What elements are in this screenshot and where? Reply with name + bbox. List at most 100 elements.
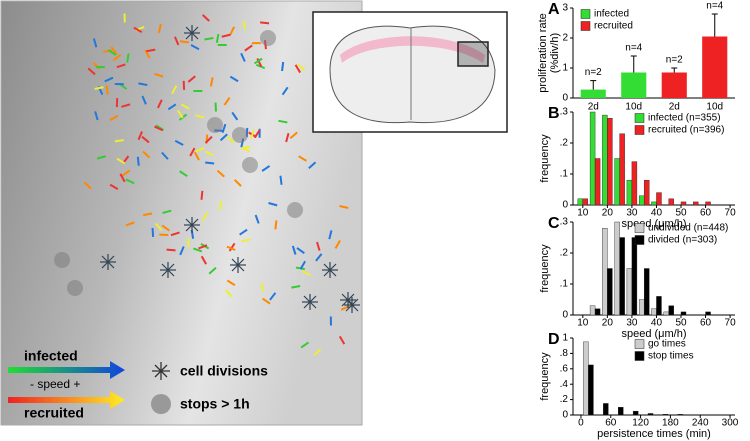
bar xyxy=(626,179,633,206)
division-mark xyxy=(345,298,359,312)
track xyxy=(114,139,124,143)
y-tick-label: .8 xyxy=(560,348,569,359)
track xyxy=(137,131,143,141)
track xyxy=(221,33,231,38)
bar xyxy=(602,114,608,206)
x-axis-label: persistence times (min) xyxy=(597,428,711,440)
track xyxy=(316,241,321,251)
track xyxy=(112,54,122,62)
track xyxy=(241,238,251,243)
track xyxy=(291,284,301,289)
bar xyxy=(626,268,633,316)
bar xyxy=(663,311,669,316)
x-tick-label: 60 xyxy=(605,418,617,429)
track xyxy=(105,85,109,95)
track xyxy=(328,230,333,240)
y-tick-label: .3 xyxy=(560,217,569,228)
track xyxy=(201,14,210,22)
stop-circle xyxy=(242,157,258,173)
bar xyxy=(603,403,609,416)
track xyxy=(279,175,283,185)
panel-label: D xyxy=(548,331,560,348)
track xyxy=(125,178,135,185)
track xyxy=(126,53,130,63)
legend-swatch xyxy=(634,235,645,245)
bar-label: n=4 xyxy=(625,43,642,54)
y-tick-label: 3 xyxy=(562,3,568,14)
track xyxy=(253,129,261,139)
track xyxy=(187,75,196,83)
track xyxy=(116,157,126,165)
y-axis-label: frequency xyxy=(539,134,551,183)
track xyxy=(146,48,156,53)
bar xyxy=(656,192,662,206)
track xyxy=(216,169,225,178)
y-tick-label: .4 xyxy=(560,379,569,390)
track xyxy=(291,245,297,255)
bar xyxy=(632,410,639,416)
legend-stops: stops > 1h xyxy=(180,396,250,412)
track xyxy=(162,209,172,214)
speed-arrow xyxy=(8,391,125,409)
track xyxy=(233,179,242,187)
bar xyxy=(680,201,687,206)
track xyxy=(179,170,188,177)
bar xyxy=(680,311,687,316)
track xyxy=(308,161,317,169)
stop-circle xyxy=(67,280,83,296)
x-axis-label: speed (μm/h) xyxy=(621,328,686,340)
bar-label: n=2 xyxy=(666,55,683,66)
x-tick-label: 60 xyxy=(700,318,712,329)
legend-recruited: recruited xyxy=(24,405,84,421)
track xyxy=(228,242,236,252)
legend-label: recruited xyxy=(594,21,633,32)
track xyxy=(269,292,277,301)
track xyxy=(221,123,227,134)
bar xyxy=(705,311,711,316)
y-axis-label: proliferation rate xyxy=(537,13,549,93)
bar xyxy=(677,414,684,416)
track xyxy=(204,150,214,157)
track xyxy=(260,21,270,25)
legend-swatch xyxy=(634,125,645,135)
track xyxy=(201,212,209,222)
legend-swatch xyxy=(580,21,591,31)
y-tick-label: 0 xyxy=(562,410,568,421)
stop-circle xyxy=(54,252,70,268)
track xyxy=(260,282,264,292)
legend-label: undivided (n=448) xyxy=(648,223,728,234)
track xyxy=(190,44,200,51)
track xyxy=(339,205,349,209)
track xyxy=(268,202,278,207)
division-mark xyxy=(303,295,317,309)
legend-swatch xyxy=(634,113,645,123)
bar xyxy=(647,413,654,416)
y-tick-label: .1 xyxy=(560,169,569,180)
track xyxy=(231,111,239,121)
track xyxy=(240,145,251,150)
track xyxy=(239,228,248,236)
track xyxy=(125,221,135,227)
track xyxy=(205,161,215,165)
track xyxy=(87,67,96,76)
bar xyxy=(607,117,613,206)
y-tick-label: 2 xyxy=(562,33,568,44)
x-tick-label: 10d xyxy=(706,102,723,113)
track xyxy=(157,23,162,34)
track xyxy=(151,227,155,238)
bar xyxy=(651,201,657,206)
track xyxy=(218,200,223,211)
track xyxy=(250,129,255,139)
speed-arrow xyxy=(8,361,125,379)
y-tick-label: 0 xyxy=(562,310,568,321)
track xyxy=(161,224,170,232)
track xyxy=(96,155,107,160)
bar xyxy=(619,133,625,206)
bar xyxy=(668,305,674,316)
track xyxy=(262,297,271,305)
track xyxy=(204,135,213,144)
track xyxy=(121,169,131,177)
x-tick-label: 2d xyxy=(669,102,680,113)
bar xyxy=(588,364,594,416)
x-tick-label: 70 xyxy=(725,318,737,329)
